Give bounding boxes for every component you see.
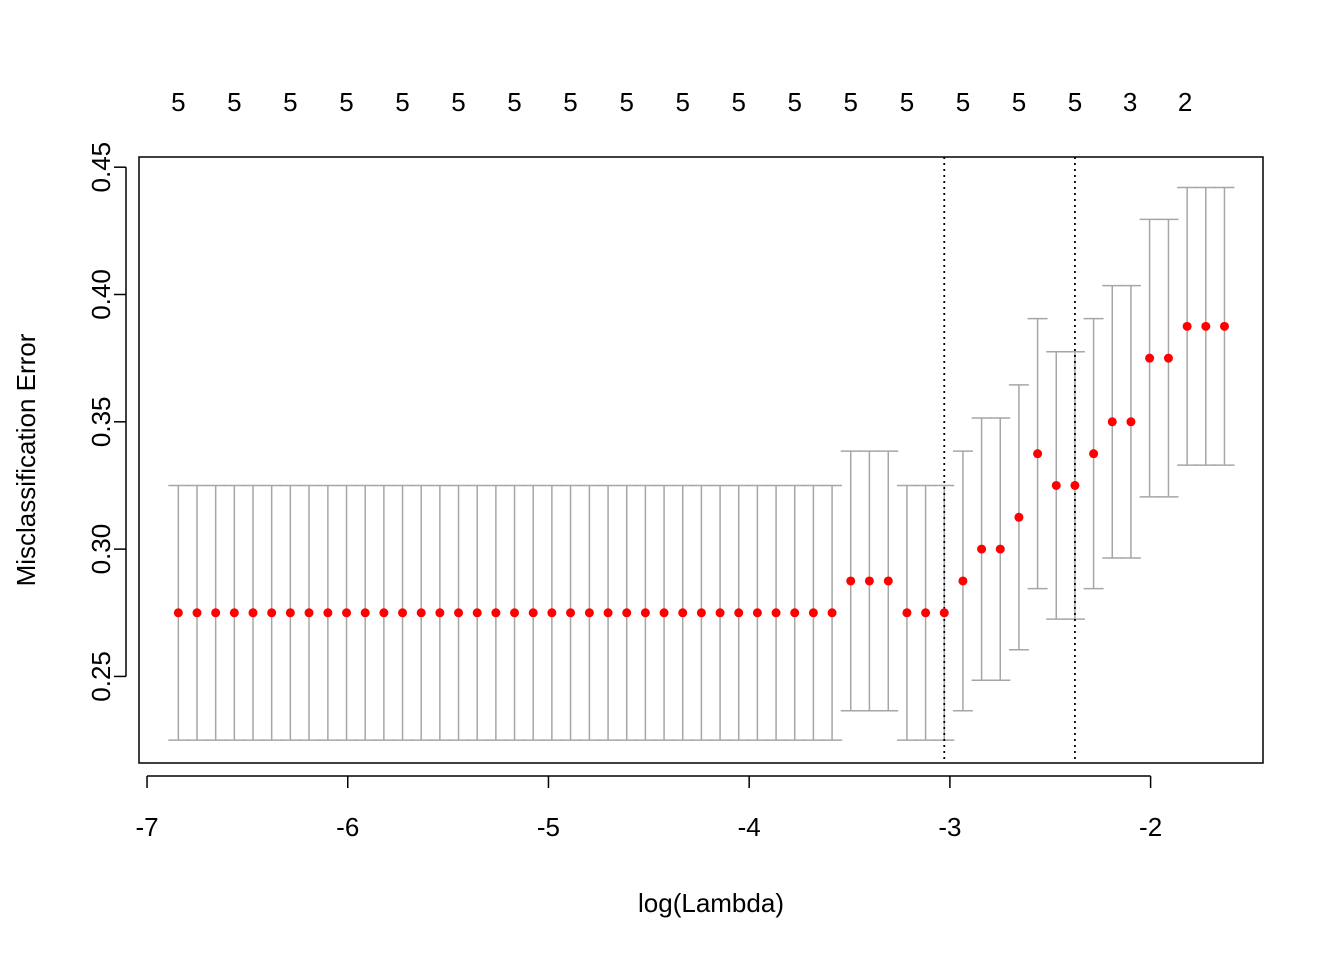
data-point — [342, 608, 352, 618]
x-tick-label: -4 — [738, 812, 761, 842]
data-point — [790, 608, 800, 618]
data-point — [1219, 321, 1229, 331]
data-point — [192, 608, 202, 618]
data-point — [752, 608, 762, 618]
data-point — [510, 608, 520, 618]
top-axis-label: 5 — [676, 87, 690, 117]
data-point — [1014, 512, 1024, 522]
data-point — [267, 608, 277, 618]
data-point — [921, 608, 931, 618]
data-point — [323, 608, 333, 618]
y-axis: 0.25 0.30 0.35 0.40 0.45 — [86, 142, 127, 702]
data-point — [734, 608, 744, 618]
top-axis-label: 5 — [507, 87, 521, 117]
data-point — [939, 608, 949, 618]
data-point — [211, 608, 221, 618]
x-tick-label: -3 — [938, 812, 961, 842]
data-point — [173, 608, 183, 618]
x-tick-label: -2 — [1139, 812, 1162, 842]
top-axis-label: 5 — [227, 87, 241, 117]
data-point — [566, 608, 576, 618]
data-point — [603, 608, 613, 618]
top-axis-label: 5 — [843, 87, 857, 117]
data-point — [715, 608, 725, 618]
data-point — [1163, 353, 1173, 363]
y-tick-label: 0.25 — [86, 651, 116, 702]
data-point — [528, 608, 538, 618]
data-points — [173, 321, 1229, 618]
data-point — [659, 608, 669, 618]
y-tick-label: 0.40 — [86, 269, 116, 320]
top-axis-label: 5 — [1012, 87, 1026, 117]
data-point — [1089, 449, 1099, 459]
y-axis-label: Misclassification Error — [11, 333, 41, 586]
x-tick-label: -6 — [336, 812, 359, 842]
top-axis-labels: 5 5 5 5 5 5 5 5 5 5 5 5 5 5 5 5 5 3 2 — [171, 87, 1192, 117]
top-axis-label: 5 — [620, 87, 634, 117]
lambda-reference-lines — [943, 157, 1076, 763]
data-point — [696, 608, 706, 618]
top-axis-label: 5 — [956, 87, 970, 117]
data-point — [678, 608, 688, 618]
top-axis-label: 5 — [283, 87, 297, 117]
top-axis-label: 5 — [563, 87, 577, 117]
data-point — [1201, 321, 1211, 331]
x-axis-label: log(Lambda) — [638, 888, 784, 918]
top-axis-label: 2 — [1178, 87, 1192, 117]
x-axis: -7 -6 -5 -4 -3 -2 — [135, 775, 1162, 842]
data-point — [846, 576, 856, 586]
data-point — [622, 608, 632, 618]
data-point — [977, 544, 987, 554]
data-point — [1051, 480, 1061, 490]
data-point — [491, 608, 501, 618]
data-point — [1033, 449, 1043, 459]
data-point — [304, 608, 314, 618]
data-point — [1070, 480, 1080, 490]
data-point — [360, 608, 370, 618]
top-axis-label: 5 — [787, 87, 801, 117]
top-axis-label: 3 — [1123, 87, 1137, 117]
top-axis-label: 5 — [731, 87, 745, 117]
y-tick-label: 0.35 — [86, 397, 116, 448]
data-point — [1145, 353, 1155, 363]
data-point — [584, 608, 594, 618]
x-tick-label: -5 — [537, 812, 560, 842]
top-axis-label: 5 — [171, 87, 185, 117]
plot-box — [138, 156, 1264, 764]
data-point — [1107, 417, 1117, 427]
data-point — [1182, 321, 1192, 331]
data-point — [285, 608, 295, 618]
y-tick-label: 0.45 — [86, 142, 116, 193]
data-point — [827, 608, 837, 618]
top-axis-label: 5 — [451, 87, 465, 117]
data-point — [864, 576, 874, 586]
y-tick-label: 0.30 — [86, 524, 116, 575]
data-point — [229, 608, 239, 618]
data-point — [883, 576, 893, 586]
data-point — [379, 608, 389, 618]
data-point — [547, 608, 557, 618]
data-point — [454, 608, 464, 618]
x-tick-label: -7 — [135, 812, 158, 842]
data-point — [435, 608, 445, 618]
top-axis-label: 5 — [395, 87, 409, 117]
top-axis-label: 5 — [900, 87, 914, 117]
data-point — [398, 608, 408, 618]
top-axis-label: 5 — [1068, 87, 1082, 117]
data-point — [771, 608, 781, 618]
data-point — [958, 576, 968, 586]
data-point — [640, 608, 650, 618]
data-point — [995, 544, 1005, 554]
data-point — [248, 608, 258, 618]
top-axis-label: 5 — [339, 87, 353, 117]
data-point — [416, 608, 426, 618]
data-point — [1126, 417, 1136, 427]
data-point — [902, 608, 912, 618]
data-point — [472, 608, 482, 618]
data-point — [808, 608, 818, 618]
